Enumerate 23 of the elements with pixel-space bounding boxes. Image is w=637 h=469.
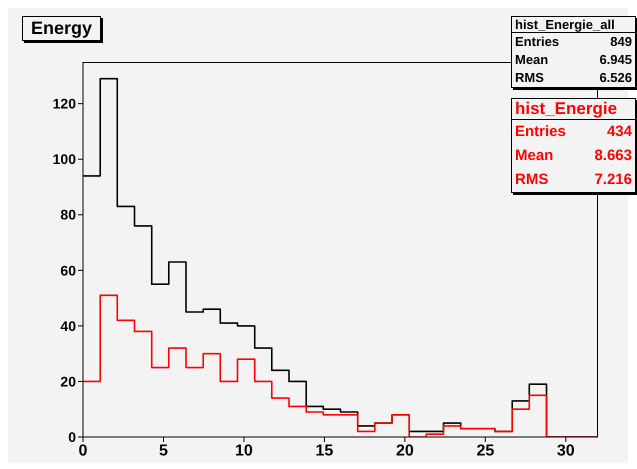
text: hist_Energie	[512, 99, 635, 120]
x-tick-label: 5	[159, 442, 168, 460]
text: Mean 6.945	[515, 52, 632, 67]
x-tick-label: 10	[235, 442, 253, 460]
chart-title: Energy	[22, 16, 102, 41]
text: Entries 434	[515, 123, 632, 140]
text: RMS 7.216	[515, 171, 632, 188]
x-tick-label: 25	[476, 442, 494, 460]
y-tick-label: 60	[60, 262, 76, 278]
text: Entries 849	[515, 34, 632, 49]
y-tick-label: 80	[60, 206, 76, 223]
x-tick-label: 20	[396, 442, 414, 460]
y-tick-label: 40	[60, 318, 76, 334]
x-tick-label: 15	[316, 442, 334, 460]
text: RMS 6.526	[515, 70, 632, 85]
y-tick-label: 100	[52, 151, 76, 168]
x-tick-label: 30	[556, 442, 575, 460]
y-tick-label: 120	[52, 96, 76, 112]
text: Mean 8.663	[515, 147, 632, 164]
y-tick-label: 20	[60, 373, 76, 390]
y-tick-label: 0	[68, 428, 76, 445]
x-tick-label: 0	[78, 442, 88, 460]
text: hist_Energie_all	[512, 17, 635, 33]
